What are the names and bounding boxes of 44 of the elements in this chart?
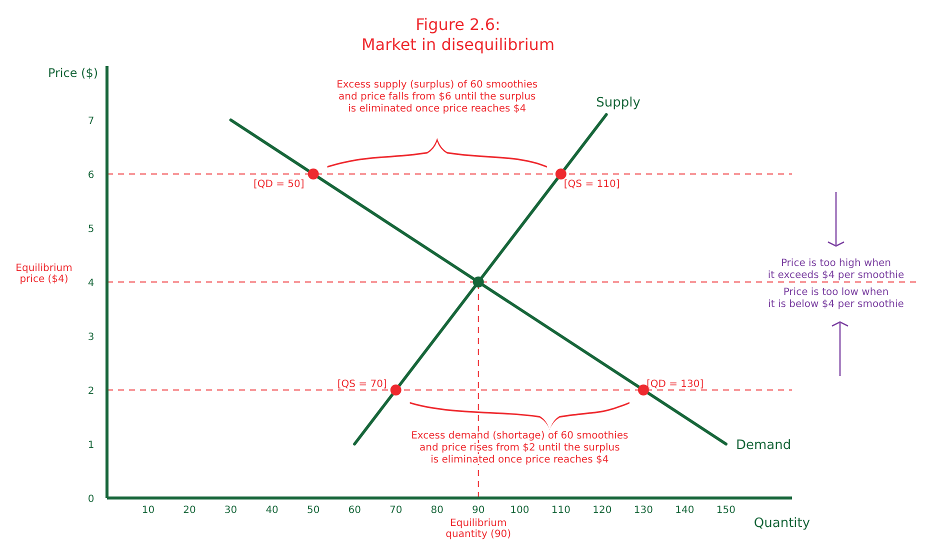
y-tick-label: 3 bbox=[88, 332, 94, 343]
point bbox=[308, 168, 319, 180]
point bbox=[472, 276, 484, 288]
chart-subtitle: Market in disequilibrium bbox=[361, 35, 555, 54]
x-tick-label: 30 bbox=[224, 505, 238, 516]
x-tick-label: 130 bbox=[634, 505, 653, 516]
x-tick-label: 140 bbox=[675, 505, 694, 516]
y-tick-label: 5 bbox=[88, 224, 94, 235]
y-tick-label: 6 bbox=[88, 170, 94, 181]
x-tick-label: 40 bbox=[266, 505, 278, 516]
annotation: Excess demand (shortage) of 60 smoothies and price rises from $2 until the surplus is eliminated once price reaches $4 bbox=[411, 430, 628, 466]
y-tick-label: 1 bbox=[88, 440, 94, 451]
annotation: Excess supply (surplus) of 60 smoothies and price falls from $6 until the surplus is eliminated once price reaches $4 bbox=[336, 80, 538, 115]
x-tick-label: 50 bbox=[306, 505, 320, 516]
y-tick-label: 0 bbox=[88, 494, 94, 505]
x-tick-label: 60 bbox=[348, 505, 361, 516]
annotation: [QS = 110] bbox=[564, 179, 620, 190]
series-label: Demand bbox=[736, 438, 792, 453]
x-axis-title: Quantity bbox=[754, 516, 810, 531]
x-tick-label: 100 bbox=[510, 505, 530, 516]
x-tick-label: 150 bbox=[716, 505, 736, 516]
annotation: Price is too high when it exceeds $4 per smoothie bbox=[768, 258, 904, 281]
y-tick-label: 2 bbox=[88, 386, 94, 397]
point bbox=[638, 384, 649, 396]
x-tick-label: 90 bbox=[472, 505, 485, 516]
y-tick-label: 7 bbox=[88, 116, 94, 127]
x-tick-label: 10 bbox=[142, 505, 155, 516]
ref-line-label: Equilibrium price ($4) bbox=[16, 263, 72, 285]
x-tick-label: 20 bbox=[183, 505, 196, 516]
ref-line-label: Equilibrium quantity (90) bbox=[446, 518, 512, 540]
x-tick-label: 70 bbox=[389, 505, 402, 516]
chart-title: Figure 2.6: bbox=[416, 15, 500, 34]
point bbox=[390, 384, 402, 396]
annotation: Price is too low when it is below $4 per smoothie bbox=[768, 287, 904, 310]
y-tick-label: 4 bbox=[88, 278, 94, 289]
series-label: Supply bbox=[596, 96, 641, 111]
x-tick-label: 80 bbox=[430, 505, 444, 516]
annotation: [QS = 70] bbox=[337, 379, 387, 390]
x-tick-label: 120 bbox=[592, 505, 612, 516]
annotation: [QD = 130] bbox=[646, 379, 704, 390]
point bbox=[555, 168, 566, 180]
x-tick-label: 110 bbox=[551, 505, 570, 516]
y-axis-title: Price ($) bbox=[48, 66, 98, 80]
annotation: [QD = 50] bbox=[253, 179, 304, 190]
